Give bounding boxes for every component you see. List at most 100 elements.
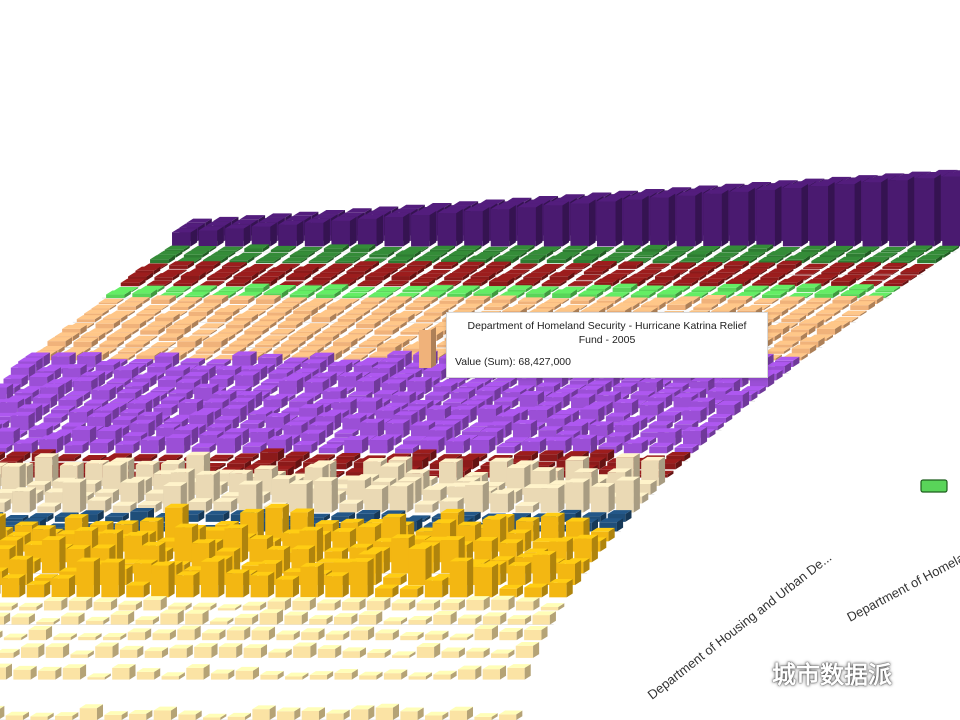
bar[interactable] xyxy=(519,391,544,409)
bar[interactable] xyxy=(758,256,784,264)
bar[interactable] xyxy=(154,273,180,281)
bar[interactable] xyxy=(244,244,270,253)
highlighted-bar[interactable] xyxy=(419,327,436,368)
bar[interactable] xyxy=(166,434,191,454)
bar[interactable] xyxy=(524,583,548,598)
bar[interactable] xyxy=(673,279,699,287)
bar[interactable] xyxy=(218,286,244,293)
bar[interactable] xyxy=(701,294,727,305)
bar[interactable] xyxy=(213,497,238,513)
bar[interactable] xyxy=(583,267,609,275)
bar[interactable] xyxy=(682,406,707,423)
bar[interactable] xyxy=(13,665,37,680)
bar[interactable] xyxy=(666,451,691,462)
bar[interactable] xyxy=(766,362,792,374)
bar[interactable] xyxy=(356,377,381,395)
bar[interactable] xyxy=(332,338,358,348)
bar[interactable] xyxy=(540,512,565,542)
bar[interactable] xyxy=(646,279,672,287)
bar[interactable] xyxy=(315,290,341,299)
bar[interactable] xyxy=(703,189,729,247)
bar[interactable] xyxy=(338,273,364,281)
bar[interactable] xyxy=(260,448,285,462)
bar[interactable] xyxy=(532,550,557,586)
bar[interactable] xyxy=(151,561,175,598)
bar[interactable] xyxy=(248,304,274,311)
bar[interactable] xyxy=(821,268,847,275)
bar[interactable] xyxy=(255,340,280,348)
bar[interactable] xyxy=(233,313,259,323)
bar[interactable] xyxy=(942,172,960,247)
bar[interactable] xyxy=(225,569,250,598)
bar[interactable] xyxy=(763,308,789,317)
bar[interactable] xyxy=(613,382,638,395)
bar[interactable] xyxy=(317,645,342,658)
bar[interactable] xyxy=(549,272,575,281)
bar[interactable] xyxy=(369,436,394,454)
bar[interactable] xyxy=(1,574,26,598)
bar[interactable] xyxy=(62,324,87,335)
bar[interactable] xyxy=(243,644,268,658)
bar[interactable] xyxy=(350,244,376,253)
bar[interactable] xyxy=(314,332,340,342)
bar[interactable] xyxy=(693,303,718,311)
bar[interactable] xyxy=(151,342,176,348)
bar[interactable] xyxy=(84,309,109,317)
bar[interactable] xyxy=(416,315,441,323)
bar[interactable] xyxy=(229,256,255,264)
bar[interactable] xyxy=(292,597,316,611)
bar[interactable] xyxy=(154,352,180,367)
bar[interactable] xyxy=(765,347,791,354)
bar[interactable] xyxy=(0,444,13,454)
bar[interactable] xyxy=(827,245,853,253)
bar[interactable] xyxy=(293,642,317,658)
bar[interactable] xyxy=(121,319,147,329)
bar[interactable] xyxy=(235,371,260,388)
bar[interactable] xyxy=(381,379,407,395)
bar[interactable] xyxy=(306,340,332,348)
bar[interactable] xyxy=(126,581,150,598)
bar[interactable] xyxy=(143,304,169,311)
bar[interactable] xyxy=(855,262,881,269)
bar[interactable] xyxy=(166,324,191,335)
bar[interactable] xyxy=(750,262,776,269)
bar[interactable] xyxy=(523,273,549,281)
bar[interactable] xyxy=(172,228,198,247)
bar[interactable] xyxy=(350,626,375,641)
bar[interactable] xyxy=(169,644,193,658)
bar[interactable] xyxy=(623,439,648,454)
bar[interactable] xyxy=(325,572,349,598)
bar[interactable] xyxy=(449,706,474,720)
bar[interactable] xyxy=(250,428,275,446)
bar[interactable] xyxy=(158,454,183,462)
bar[interactable] xyxy=(482,665,507,680)
bar[interactable] xyxy=(288,332,314,342)
bar[interactable] xyxy=(796,283,822,293)
bar[interactable] xyxy=(648,421,673,431)
bar[interactable] xyxy=(778,278,804,287)
bar[interactable] xyxy=(535,382,561,395)
bar[interactable] xyxy=(244,283,270,293)
bar[interactable] xyxy=(590,482,615,513)
bar[interactable] xyxy=(721,245,747,253)
bar[interactable] xyxy=(425,391,450,402)
bar[interactable] xyxy=(391,271,417,281)
bar[interactable] xyxy=(405,302,431,311)
bar[interactable] xyxy=(158,333,184,342)
bar[interactable] xyxy=(819,251,845,258)
bar[interactable] xyxy=(907,245,933,253)
bar[interactable] xyxy=(278,220,304,247)
bar[interactable] xyxy=(51,574,76,598)
bar[interactable] xyxy=(358,397,383,416)
bar[interactable] xyxy=(335,257,361,264)
bar[interactable] xyxy=(457,665,482,680)
bar[interactable] xyxy=(740,251,766,258)
bar[interactable] xyxy=(117,302,143,311)
bar[interactable] xyxy=(836,180,862,247)
bar[interactable] xyxy=(447,289,472,299)
bar[interactable] xyxy=(217,434,242,454)
bar[interactable] xyxy=(252,705,276,720)
bar[interactable] xyxy=(316,252,342,258)
bar[interactable] xyxy=(318,444,343,454)
bar[interactable] xyxy=(177,297,203,305)
